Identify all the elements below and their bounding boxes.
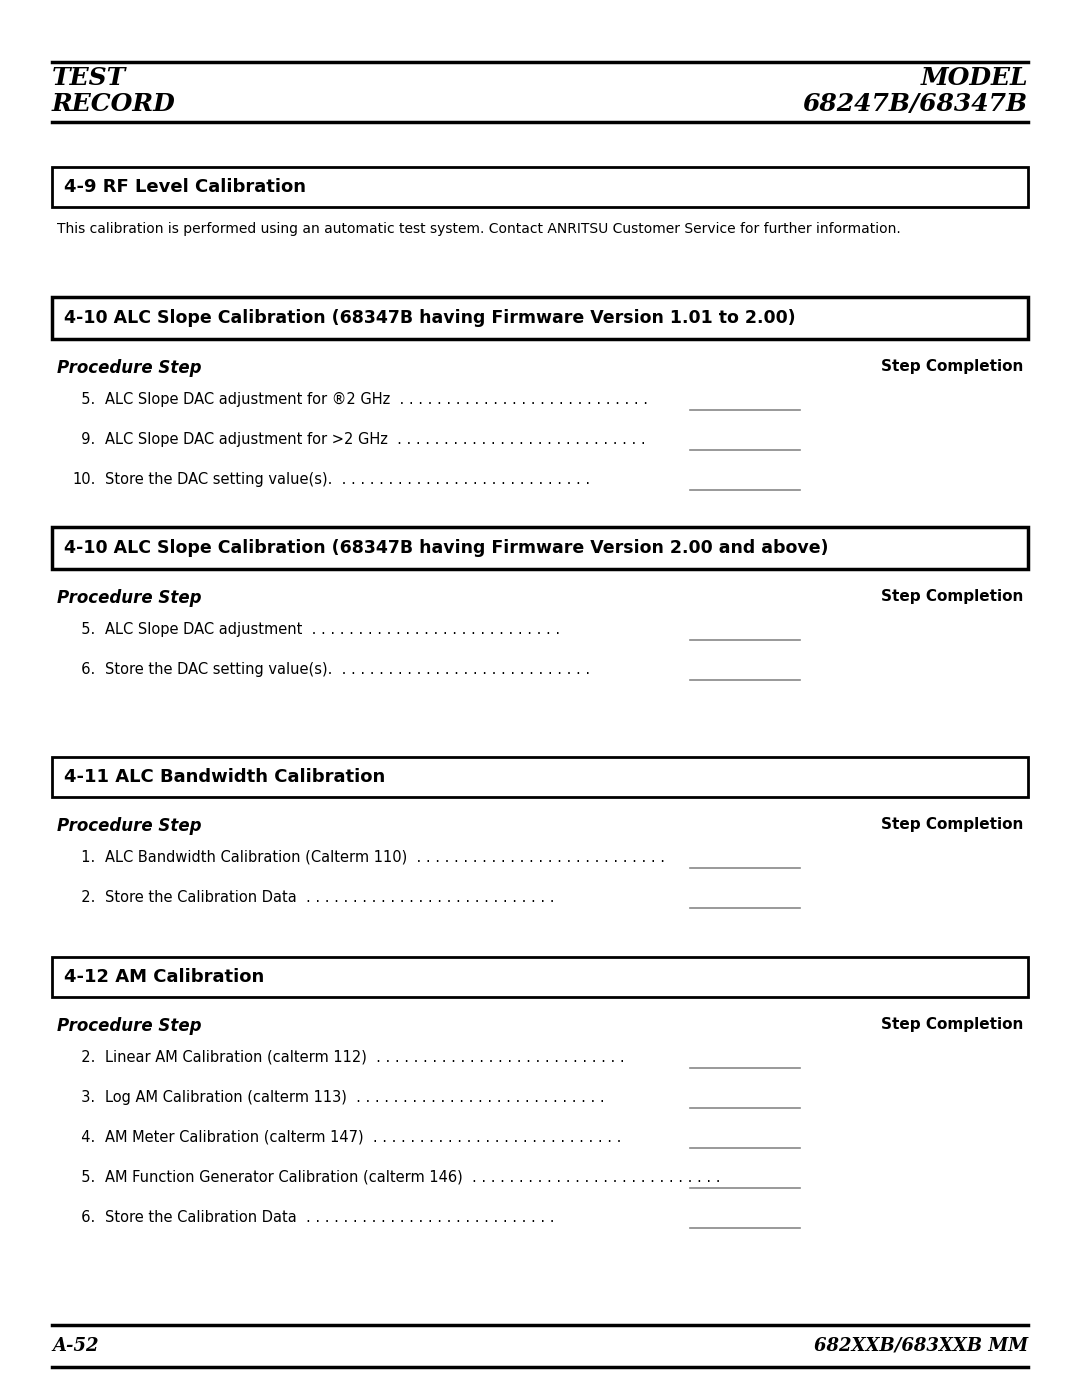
Text: 4-12 AM Calibration: 4-12 AM Calibration: [64, 968, 265, 986]
Text: ALC Bandwidth Calibration (Calterm 110)  . . . . . . . . . . . . . . . . . . . .: ALC Bandwidth Calibration (Calterm 110) …: [105, 849, 665, 865]
Text: AM Function Generator Calibration (calterm 146)  . . . . . . . . . . . . . . . .: AM Function Generator Calibration (calte…: [105, 1171, 720, 1185]
Text: Procedure Step: Procedure Step: [57, 359, 202, 377]
Text: 10.: 10.: [72, 472, 95, 488]
Text: Step Completion: Step Completion: [880, 817, 1023, 833]
Text: ALC Slope DAC adjustment  . . . . . . . . . . . . . . . . . . . . . . . . . . .: ALC Slope DAC adjustment . . . . . . . .…: [105, 622, 561, 637]
Text: Store the DAC setting value(s).  . . . . . . . . . . . . . . . . . . . . . . . .: Store the DAC setting value(s). . . . . …: [105, 472, 590, 488]
Text: MODEL: MODEL: [920, 66, 1028, 89]
Text: A-52: A-52: [52, 1337, 98, 1355]
Text: 5.: 5.: [72, 622, 95, 637]
Text: Step Completion: Step Completion: [880, 590, 1023, 604]
Text: 682XXB/683XXB MM: 682XXB/683XXB MM: [814, 1337, 1028, 1355]
Bar: [52, 168, 1028, 207]
Text: 4-11 ALC Bandwidth Calibration: 4-11 ALC Bandwidth Calibration: [64, 768, 386, 787]
Text: 4-10 ALC Slope Calibration (68347B having Firmware Version 2.00 and above): 4-10 ALC Slope Calibration (68347B havin…: [64, 539, 828, 557]
Text: ALC Slope DAC adjustment for >2 GHz  . . . . . . . . . . . . . . . . . . . . . .: ALC Slope DAC adjustment for >2 GHz . . …: [105, 432, 646, 447]
Bar: [52, 527, 1028, 569]
Bar: [52, 957, 1028, 997]
Text: TEST: TEST: [52, 66, 126, 89]
Text: 1.: 1.: [72, 849, 95, 865]
Text: RECORD: RECORD: [52, 92, 176, 116]
Text: Store the Calibration Data  . . . . . . . . . . . . . . . . . . . . . . . . . . : Store the Calibration Data . . . . . . .…: [105, 1210, 554, 1225]
Bar: [52, 757, 1028, 798]
Text: 5.: 5.: [72, 1171, 95, 1185]
Text: Store the DAC setting value(s).  . . . . . . . . . . . . . . . . . . . . . . . .: Store the DAC setting value(s). . . . . …: [105, 662, 590, 678]
Text: Log AM Calibration (calterm 113)  . . . . . . . . . . . . . . . . . . . . . . . : Log AM Calibration (calterm 113) . . . .…: [105, 1090, 605, 1105]
Text: 4-10 ALC Slope Calibration (68347B having Firmware Version 1.01 to 2.00): 4-10 ALC Slope Calibration (68347B havin…: [64, 309, 796, 327]
Text: 6.: 6.: [72, 1210, 95, 1225]
Text: 9.: 9.: [72, 432, 95, 447]
Text: AM Meter Calibration (calterm 147)  . . . . . . . . . . . . . . . . . . . . . . : AM Meter Calibration (calterm 147) . . .…: [105, 1130, 621, 1146]
Text: 4-9 RF Level Calibration: 4-9 RF Level Calibration: [64, 177, 306, 196]
Text: ALC Slope DAC adjustment for ®2 GHz  . . . . . . . . . . . . . . . . . . . . . .: ALC Slope DAC adjustment for ®2 GHz . . …: [105, 393, 648, 407]
Text: 5.: 5.: [72, 393, 95, 407]
Text: Store the Calibration Data  . . . . . . . . . . . . . . . . . . . . . . . . . . : Store the Calibration Data . . . . . . .…: [105, 890, 554, 905]
Text: Linear AM Calibration (calterm 112)  . . . . . . . . . . . . . . . . . . . . . .: Linear AM Calibration (calterm 112) . . …: [105, 1051, 624, 1065]
Text: Step Completion: Step Completion: [880, 359, 1023, 374]
Text: 6.: 6.: [72, 662, 95, 678]
Text: Procedure Step: Procedure Step: [57, 590, 202, 608]
Text: 2.: 2.: [72, 1051, 95, 1065]
Text: 3.: 3.: [72, 1090, 95, 1105]
Text: This calibration is performed using an automatic test system. Contact ANRITSU Cu: This calibration is performed using an a…: [57, 222, 901, 236]
Text: 4.: 4.: [72, 1130, 95, 1146]
Text: Procedure Step: Procedure Step: [57, 1017, 202, 1035]
Text: Procedure Step: Procedure Step: [57, 817, 202, 835]
Text: 2.: 2.: [72, 890, 95, 905]
Text: Step Completion: Step Completion: [880, 1017, 1023, 1032]
Text: 68247B/68347B: 68247B/68347B: [802, 92, 1028, 116]
Bar: [52, 298, 1028, 339]
